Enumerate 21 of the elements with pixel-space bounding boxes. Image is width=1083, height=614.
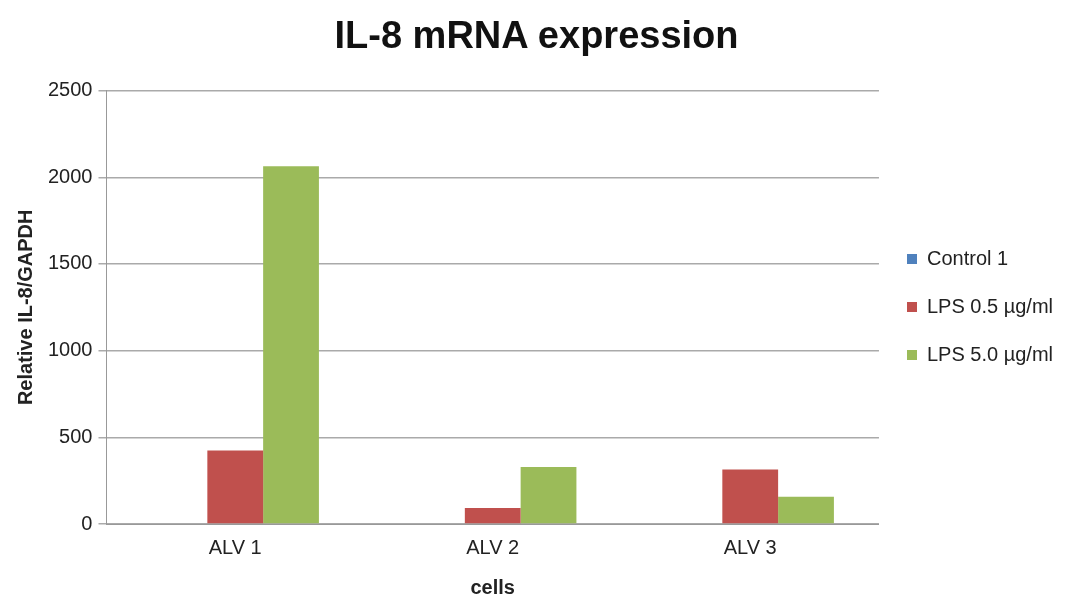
y-axis-title: Relative IL-8/GAPDH: [13, 209, 36, 406]
bar: [778, 496, 834, 524]
bar: [263, 166, 319, 524]
y-tick-label: 500: [59, 424, 93, 447]
legend-label: Control 1: [926, 246, 1009, 269]
y-tick-label: 2000: [47, 164, 93, 187]
y-tick-label: 2500: [47, 78, 93, 101]
y-tick-label: 1500: [47, 251, 93, 274]
y-tick-label: 0: [81, 511, 93, 534]
bar: [207, 450, 264, 524]
bar: [520, 466, 577, 524]
x-tick-label: ALV 2: [466, 535, 520, 558]
y-tick-label: 1000: [47, 338, 93, 361]
bar: [722, 469, 779, 524]
x-tick-label: ALV 3: [723, 535, 777, 558]
chart-title: IL-8 mRNA expression: [334, 14, 739, 57]
bar: [464, 508, 521, 524]
x-tick-label: ALV 1: [208, 535, 262, 558]
legend-label: LPS 0.5 µg/ml: [926, 294, 1054, 317]
x-axis-title: cells: [470, 575, 515, 598]
legend-label: LPS 5.0 µg/ml: [926, 342, 1054, 365]
